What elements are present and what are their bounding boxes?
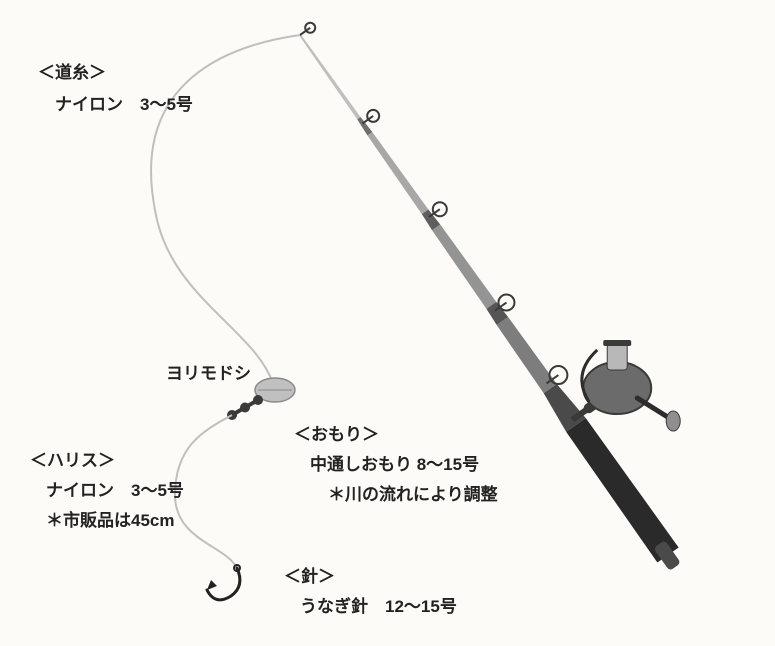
label-leader-heading: ＜ハリス＞	[30, 448, 115, 474]
label-main-line-heading: ＜道糸＞	[38, 60, 106, 86]
label-main-line-body: ナイロン 3～5号	[55, 92, 193, 118]
label-leader-body1: ナイロン 3～5号	[46, 478, 184, 504]
label-sinker-body1: 中通しおもり 8～15号	[310, 452, 479, 478]
label-leader-body2: ＊市販品は45cm	[46, 508, 174, 534]
fishing-rig-diagram: ＜道糸＞ ナイロン 3～5号 ヨリモドシ ＜おもり＞ 中通しおもり 8～15号 …	[0, 0, 775, 646]
label-sinker-body2: ＊川の流れにより調整	[328, 482, 498, 508]
label-swivel: ヨリモドシ	[166, 361, 251, 387]
label-hook-heading: ＜針＞	[284, 564, 335, 590]
label-sinker-heading: ＜おもり＞	[294, 422, 379, 448]
label-hook-body: うなぎ針 12～15号	[300, 594, 457, 620]
